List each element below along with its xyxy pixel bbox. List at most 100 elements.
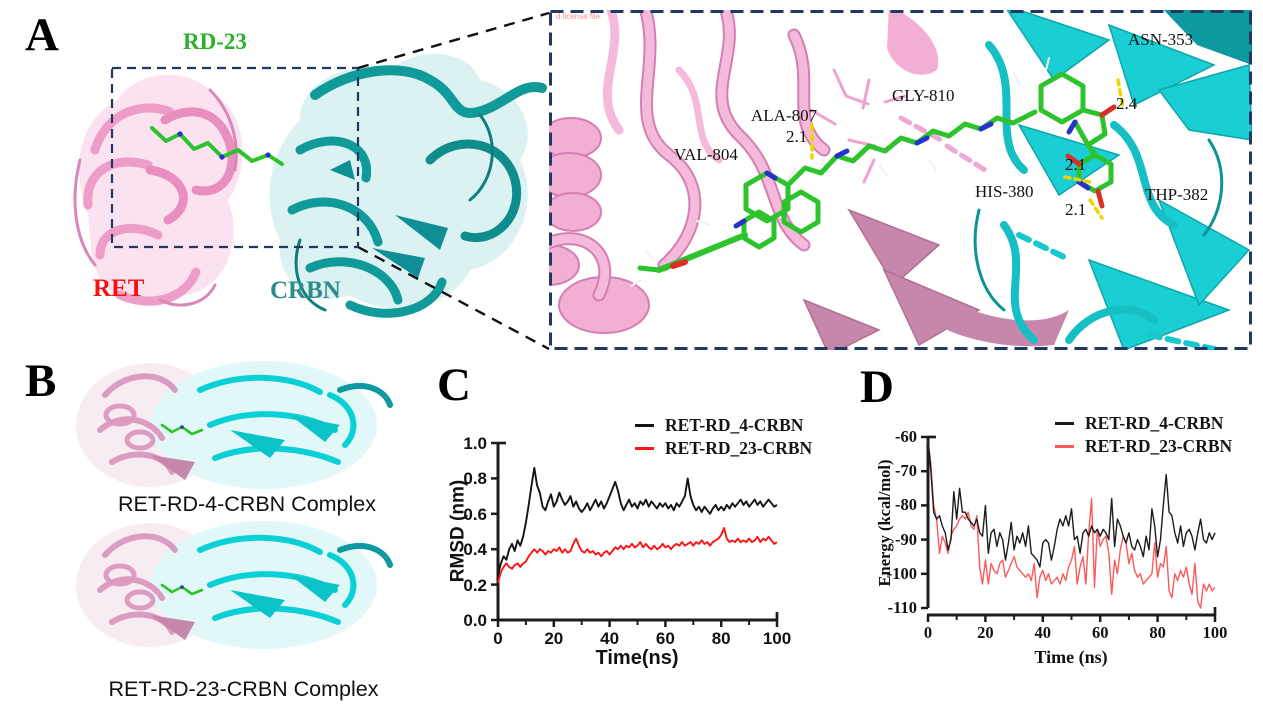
complex-render-part bbox=[103, 403, 137, 427]
inset-crbn-cartoon-part bbox=[1157, 198, 1251, 307]
nitrogen-sticks-part bbox=[1076, 179, 1091, 191]
ret-cartoon-part bbox=[90, 103, 175, 155]
inset-ret-cartoon-part bbox=[847, 208, 941, 287]
distance-label-asn353: 2.4 bbox=[1116, 94, 1138, 113]
residue-label-gly810: GLY-810 bbox=[892, 86, 955, 105]
nitrogen-sticks bbox=[733, 119, 1091, 229]
complex-render-part bbox=[290, 415, 340, 442]
panel-a-complex-render bbox=[73, 53, 547, 318]
inset-crbn-cartoon-part bbox=[1016, 232, 1067, 260]
inset-ret-cartoon-part bbox=[887, 10, 939, 75]
hydrogen-sticks-part bbox=[1045, 57, 1050, 71]
x-tick-label: 80 bbox=[711, 629, 731, 648]
x-tick-label: 100 bbox=[1202, 623, 1228, 642]
crbn-cartoon-part bbox=[269, 53, 528, 309]
x-tick-label: 40 bbox=[1034, 623, 1052, 642]
x-tick-label: 80 bbox=[1149, 623, 1166, 642]
distance-label-thp382: 2.1 bbox=[1065, 200, 1087, 219]
inset-ret-cartoon-part bbox=[789, 30, 829, 155]
inset-ligand-sticks-part bbox=[670, 259, 688, 269]
x-tick-label: 40 bbox=[600, 629, 620, 648]
x-tick-label: 0 bbox=[493, 629, 503, 648]
panel-b-renders bbox=[76, 361, 393, 649]
inset-ret-cartoon-part bbox=[549, 234, 610, 300]
y-tick-label: 0.8 bbox=[463, 469, 487, 489]
inset-ret-cartoon-part bbox=[802, 298, 881, 350]
inset-ligand-sticks bbox=[630, 57, 1125, 287]
series-line-RET-RD_4-CRBN bbox=[497, 466, 778, 577]
rd23-ligand-sticks-part bbox=[177, 131, 183, 137]
nitrogen-sticks-part bbox=[834, 148, 850, 159]
inset-ret-sidechains-part bbox=[809, 108, 837, 126]
y-tick-label: -100 bbox=[886, 563, 917, 583]
hbond-dashes-part bbox=[1063, 175, 1092, 184]
inset-ret-cartoon-part bbox=[675, 66, 723, 164]
hydrogen-sticks-part bbox=[696, 220, 710, 226]
x-tick-label: 20 bbox=[977, 623, 994, 642]
complex-render-part bbox=[212, 445, 341, 465]
complex-render bbox=[76, 361, 393, 489]
ret-cartoon-part bbox=[158, 283, 217, 307]
y-tick-label: 0.4 bbox=[463, 540, 487, 560]
complex-render-part bbox=[124, 429, 156, 451]
zoom-region-box bbox=[110, 66, 360, 249]
energy-legend: RET-RD_4-CRBN RET-RD_23-CRBN bbox=[1055, 412, 1232, 458]
ret-cartoon bbox=[73, 74, 243, 307]
ret-protein-label: RET bbox=[93, 275, 145, 302]
complex-render-part bbox=[327, 392, 357, 448]
panel-label-d: D bbox=[860, 361, 894, 413]
inset-ligand-sticks-part bbox=[637, 265, 662, 273]
inset-crbn-cartoon-part bbox=[985, 41, 1028, 174]
hydrogen-sticks-part bbox=[1013, 72, 1020, 86]
crbn-cartoon-part bbox=[345, 277, 447, 318]
inset-ligand-sticks-part bbox=[1038, 71, 1086, 125]
residue-label-ala807: ALA-807 bbox=[751, 106, 818, 125]
ret-cartoon-part bbox=[160, 107, 237, 196]
legend-entry: RET-RD_23-CRBN bbox=[635, 437, 812, 460]
inset-ligand-sticks-part bbox=[1065, 153, 1082, 167]
ret-cartoon-part bbox=[73, 158, 97, 267]
inset-crbn-cartoon-part bbox=[1000, 221, 1038, 344]
crbn-cartoon-part bbox=[294, 238, 327, 312]
y-tick-label: -90 bbox=[895, 529, 917, 549]
rmsd-chart: RMSD (nm) Time(ns) RET-RD_4-CRBN RET-RD_… bbox=[430, 360, 853, 680]
rd23-ligand-sticks-part bbox=[265, 152, 271, 158]
complex-caption-rd23: RET-RD-23-CRBN Complex bbox=[108, 677, 379, 701]
hbond-dashes-part bbox=[1088, 198, 1104, 220]
inset-crbn-cartoon-part bbox=[1107, 23, 1216, 107]
inset-ret-cartoon-part bbox=[898, 115, 944, 143]
zoom-connector-bottom bbox=[357, 245, 550, 351]
inset-crbn-cartoon bbox=[973, 10, 1252, 350]
ret-cartoon-part bbox=[208, 88, 238, 172]
inset-ret-sidechains-part bbox=[862, 158, 876, 184]
crbn-protein-label: CRBN bbox=[270, 277, 341, 304]
nitrogen-sticks-part bbox=[733, 218, 747, 229]
complex-render-part bbox=[230, 430, 285, 458]
legend-label: RET-RD_4-CRBN bbox=[665, 414, 804, 435]
panel-a-inset-render bbox=[549, 10, 1252, 350]
rmsd-y-axis-title: RMSD (nm) bbox=[447, 479, 469, 583]
inset-ret-cartoon-part bbox=[549, 152, 602, 198]
rmsd-x-axis-title: Time(ns) bbox=[595, 647, 679, 669]
hydrogen-sticks-part bbox=[645, 249, 655, 261]
inset-crbn-cartoon-part bbox=[973, 208, 1006, 312]
crbn-cartoon-part bbox=[287, 197, 383, 247]
residue-label-thp382: THP-382 bbox=[1145, 185, 1209, 204]
crbn-cartoon-part bbox=[372, 248, 425, 278]
inset-ret-cartoon bbox=[549, 10, 1069, 350]
residue-label-val804: VAL-804 bbox=[674, 145, 738, 164]
x-tick-label: 0 bbox=[923, 623, 933, 642]
zoom-connector-top bbox=[357, 11, 550, 70]
energy-x-axis-title: Time (ns) bbox=[1034, 647, 1108, 667]
panel-label-a: A bbox=[25, 9, 59, 61]
distance-label-his380: 2.1 bbox=[1065, 155, 1087, 174]
y-tick-label: -110 bbox=[887, 598, 917, 617]
complex-render-2 bbox=[76, 521, 390, 649]
inset-ligand-sticks-part bbox=[781, 189, 821, 235]
crbn-cartoon-part bbox=[425, 139, 522, 243]
inset-crbn-cartoon-part bbox=[1157, 64, 1252, 141]
inset-crbn-cartoon-part bbox=[1006, 10, 1111, 82]
crbn-cartoon-part bbox=[330, 160, 355, 180]
